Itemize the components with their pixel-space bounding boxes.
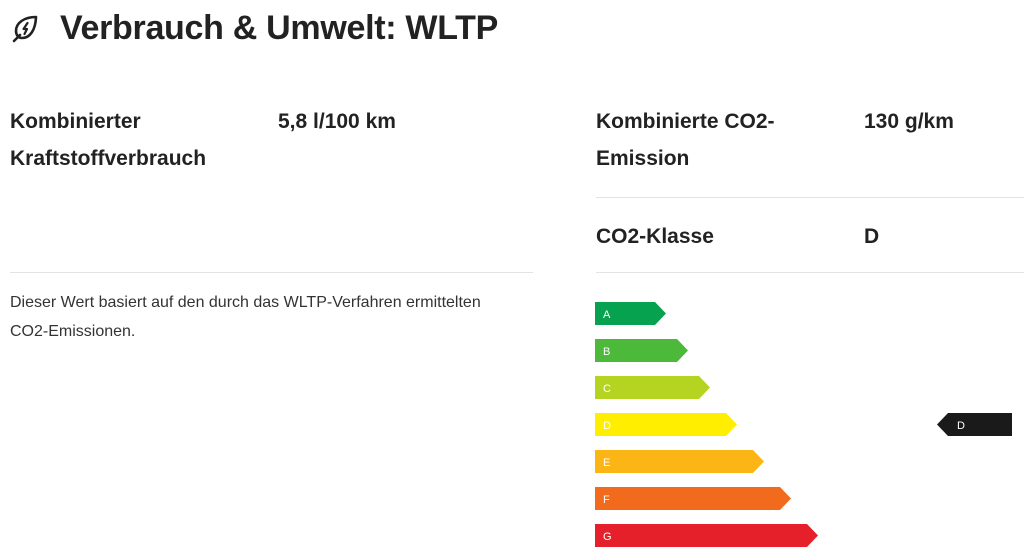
efficiency-bar-c: C xyxy=(595,376,710,399)
divider xyxy=(596,272,1024,273)
divider xyxy=(10,272,533,273)
consumption-note: Dieser Wert basiert auf den durch das WL… xyxy=(10,294,481,340)
efficiency-class-letter: B xyxy=(603,346,610,358)
efficiency-class-letter: D xyxy=(603,420,611,432)
divider xyxy=(596,197,1024,198)
co2-class-label: CO2-Klasse xyxy=(596,225,714,248)
efficiency-class-letter: G xyxy=(603,531,612,543)
efficiency-bar-g: G xyxy=(595,524,818,547)
leaf-bolt-icon xyxy=(12,15,38,43)
efficiency-bar-d: D xyxy=(595,413,737,436)
efficiency-bar-f: F xyxy=(595,487,791,510)
consumption-label: Kombinierter Kraftstoffverbrauch xyxy=(10,110,207,170)
selected-class-letter: D xyxy=(957,420,965,432)
consumption-value: 5,8 l/100 km xyxy=(278,110,396,133)
co2-class-value: D xyxy=(864,225,880,248)
efficiency-bar-a: A xyxy=(595,302,666,325)
efficiency-class-letter: C xyxy=(603,383,611,395)
efficiency-bar-e: E xyxy=(595,450,764,473)
efficiency-bar-b: B xyxy=(595,339,688,362)
page-title: Verbrauch & Umwelt: WLTP xyxy=(60,8,499,47)
efficiency-class-letter: A xyxy=(603,309,611,321)
efficiency-class-letter: F xyxy=(603,494,610,506)
co2-efficiency-scale: A B C D D E F G xyxy=(595,302,1024,559)
selected-class-marker: D xyxy=(937,413,1012,436)
efficiency-class-letter: E xyxy=(603,457,610,469)
emission-value: 130 g/km xyxy=(864,110,954,133)
section-header: Verbrauch & Umwelt: WLTP xyxy=(10,6,498,50)
emission-label: Kombinierte CO2- Emission xyxy=(596,110,775,170)
